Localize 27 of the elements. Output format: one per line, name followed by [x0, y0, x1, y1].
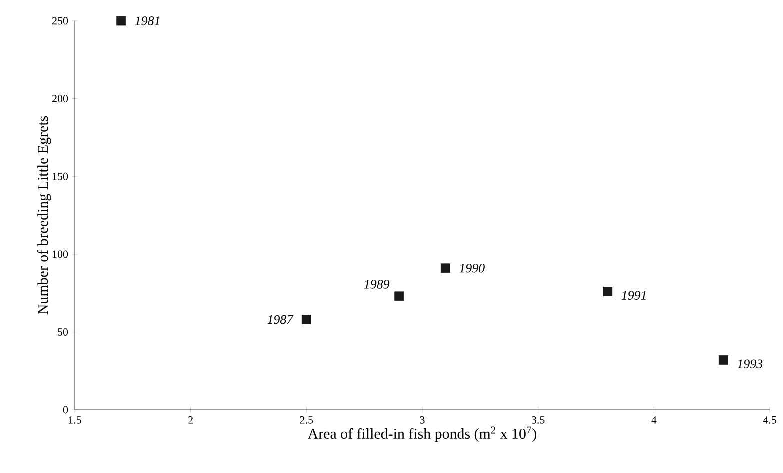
- annotation: 1989: [364, 280, 390, 289]
- y-tick-label: 150: [53, 172, 68, 180]
- point: [116, 16, 126, 26]
- x-tick-label: 2: [188, 416, 193, 424]
- x-tick-label: 2.5: [300, 416, 314, 424]
- x-axis-title: Area of filled-in fish ponds (m$^{2}$ x 10$^{7}$): [308, 426, 537, 442]
- annotation: 1981: [135, 16, 160, 26]
- point: [440, 264, 450, 274]
- point: [302, 315, 312, 324]
- x-tick-label: 1.5: [69, 416, 82, 424]
- x-tick-label: 3: [420, 416, 425, 424]
- x-tick-label: 3.5: [532, 416, 545, 424]
- point: [718, 356, 728, 365]
- x-tick-label: 4.5: [763, 416, 776, 424]
- annotation: 1987: [268, 315, 294, 324]
- x-tick-label: 4: [652, 416, 657, 424]
- point: [394, 292, 404, 302]
- y-tick-label: 50: [58, 328, 68, 336]
- y-tick-label: 0: [63, 406, 68, 414]
- annotation: 1991: [622, 291, 646, 300]
- annotation: 1990: [460, 264, 485, 273]
- y-tick-label: 200: [52, 95, 68, 102]
- y-axis-title: Number of breeding Little Egrets: [37, 116, 52, 315]
- annotation: 1993: [738, 360, 763, 368]
- point: [603, 287, 613, 296]
- y-tick-label: 250: [52, 17, 68, 25]
- y-tick-label: 100: [53, 250, 68, 258]
